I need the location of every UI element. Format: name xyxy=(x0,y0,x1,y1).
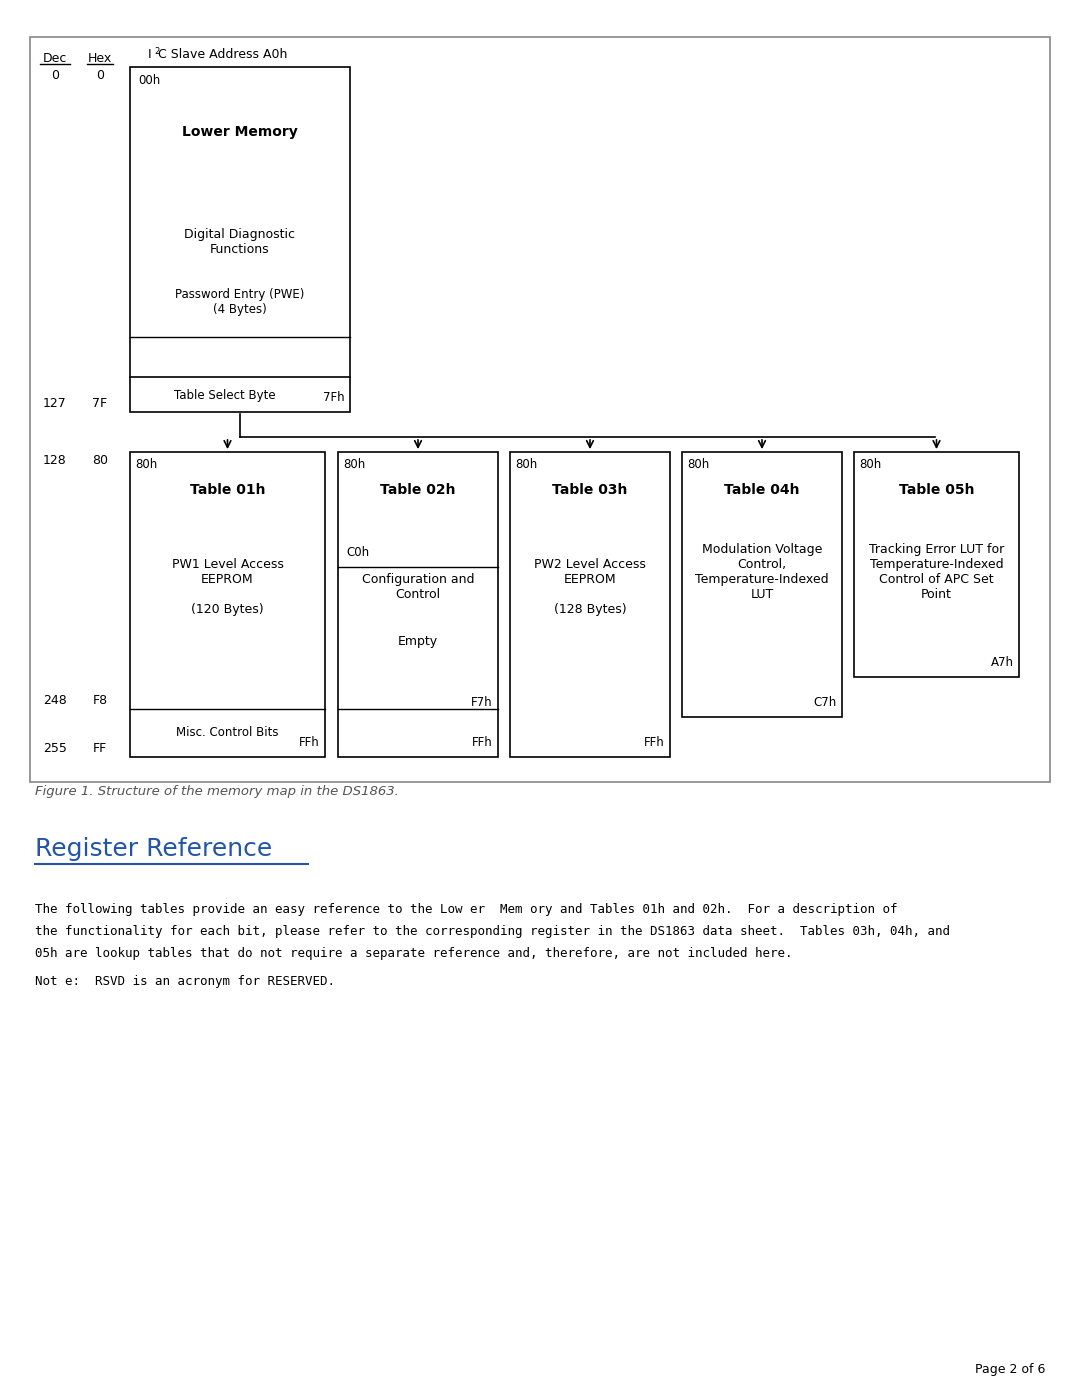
Text: 80: 80 xyxy=(92,454,108,467)
Text: Digital Diagnostic
Functions: Digital Diagnostic Functions xyxy=(185,228,296,256)
Text: 05h are lookup tables that do not require a separate reference and, therefore, a: 05h are lookup tables that do not requir… xyxy=(35,947,793,960)
Text: Table 03h: Table 03h xyxy=(552,483,627,497)
Text: C0h: C0h xyxy=(346,546,369,559)
Text: Tracking Error LUT for
Temperature-Indexed
Control of APC Set
Point: Tracking Error LUT for Temperature-Index… xyxy=(869,543,1004,601)
Text: Table 04h: Table 04h xyxy=(725,483,800,497)
Text: Register Reference: Register Reference xyxy=(35,837,272,861)
Text: 248: 248 xyxy=(43,694,67,707)
Text: Dec: Dec xyxy=(43,53,67,66)
Text: Figure 1. Structure of the memory map in the DS1863.: Figure 1. Structure of the memory map in… xyxy=(35,785,399,799)
Text: F7h: F7h xyxy=(471,696,492,708)
Text: The following tables provide an easy reference to the Low er  Mem ory and Tables: The following tables provide an easy ref… xyxy=(35,902,897,915)
Text: F8: F8 xyxy=(93,694,108,707)
Text: PW2 Level Access
EEPROM

(128 Bytes): PW2 Level Access EEPROM (128 Bytes) xyxy=(535,557,646,616)
Text: PW1 Level Access
EEPROM

(120 Bytes): PW1 Level Access EEPROM (120 Bytes) xyxy=(172,557,283,616)
Text: 0: 0 xyxy=(96,68,104,82)
Text: A7h: A7h xyxy=(991,657,1014,669)
Text: 2: 2 xyxy=(154,46,159,56)
FancyBboxPatch shape xyxy=(130,453,325,757)
Text: 80h: 80h xyxy=(135,457,158,471)
Text: Table 05h: Table 05h xyxy=(899,483,974,497)
Text: 7Fh: 7Fh xyxy=(323,391,345,404)
FancyBboxPatch shape xyxy=(510,453,670,757)
FancyBboxPatch shape xyxy=(130,67,350,412)
Text: FFh: FFh xyxy=(472,736,492,749)
Text: FFh: FFh xyxy=(645,736,665,749)
Text: 00h: 00h xyxy=(138,74,160,88)
Text: Empty: Empty xyxy=(397,636,438,648)
Text: 0: 0 xyxy=(51,68,59,82)
Text: FFh: FFh xyxy=(299,736,320,749)
FancyBboxPatch shape xyxy=(30,36,1050,782)
FancyBboxPatch shape xyxy=(681,453,842,717)
Text: Configuration and
Control: Configuration and Control xyxy=(362,573,474,601)
Text: C Slave Address A0h: C Slave Address A0h xyxy=(158,49,287,61)
Text: Hex: Hex xyxy=(87,53,112,66)
Text: Password Entry (PWE)
(4 Bytes): Password Entry (PWE) (4 Bytes) xyxy=(175,288,305,316)
Text: 80h: 80h xyxy=(515,457,537,471)
Text: Table Select Byte: Table Select Byte xyxy=(174,388,275,401)
Text: Page 2 of 6: Page 2 of 6 xyxy=(974,1362,1045,1376)
Text: 255: 255 xyxy=(43,742,67,754)
Text: C7h: C7h xyxy=(813,696,837,710)
Text: Table 01h: Table 01h xyxy=(190,483,266,497)
Text: Misc. Control Bits: Misc. Control Bits xyxy=(176,725,279,739)
Text: Lower Memory: Lower Memory xyxy=(183,124,298,138)
Text: 7F: 7F xyxy=(93,397,108,409)
Text: Modulation Voltage
Control,
Temperature-Indexed
LUT: Modulation Voltage Control, Temperature-… xyxy=(696,543,828,601)
Text: Table 02h: Table 02h xyxy=(380,483,456,497)
Text: 80h: 80h xyxy=(343,457,365,471)
Text: Not e:  RSVD is an acronym for RESERVED.: Not e: RSVD is an acronym for RESERVED. xyxy=(35,975,335,989)
FancyBboxPatch shape xyxy=(854,453,1020,678)
Text: 127: 127 xyxy=(43,397,67,409)
Text: FF: FF xyxy=(93,742,107,754)
FancyBboxPatch shape xyxy=(338,453,498,757)
Text: the functionality for each bit, please refer to the corresponding register in th: the functionality for each bit, please r… xyxy=(35,925,950,937)
Text: 128: 128 xyxy=(43,454,67,467)
Text: 80h: 80h xyxy=(859,457,881,471)
Text: I: I xyxy=(148,49,151,61)
Text: 80h: 80h xyxy=(687,457,710,471)
